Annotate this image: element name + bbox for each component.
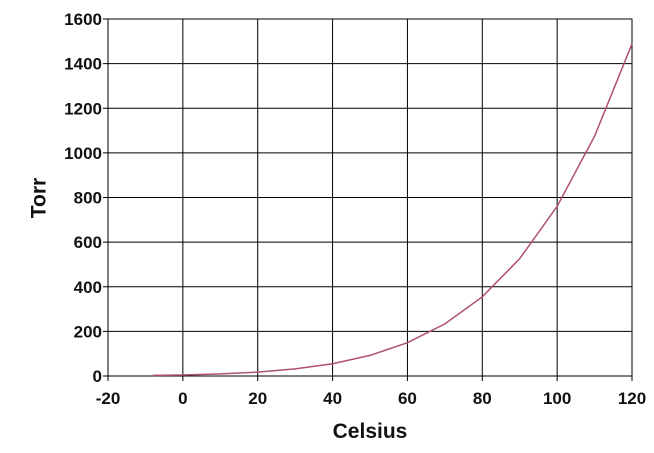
y-tick-label: 600 — [74, 233, 102, 252]
x-axis-title: Celsius — [333, 420, 408, 443]
x-tick-label: 80 — [473, 389, 492, 408]
x-tick-label: 100 — [543, 389, 571, 408]
x-tick-label: 0 — [178, 389, 187, 408]
y-tick-label: 800 — [74, 189, 102, 208]
y-tick-label: 1200 — [64, 99, 102, 118]
y-tick-label: 1400 — [64, 55, 102, 74]
data-line — [152, 43, 633, 377]
y-axis-title: Torr — [28, 178, 51, 218]
x-tick-label: -20 — [96, 389, 121, 408]
y-tick-label: 400 — [74, 278, 102, 297]
x-tick-label: 120 — [618, 389, 646, 408]
y-tick-label: 200 — [74, 322, 102, 341]
y-tick-label: 1000 — [64, 144, 102, 163]
x-tick-label: 20 — [248, 389, 267, 408]
x-tick-label: 60 — [398, 389, 417, 408]
y-tick-label: 1600 — [64, 10, 102, 29]
y-tick-label: 0 — [93, 367, 102, 386]
x-tick-label: 40 — [323, 389, 342, 408]
